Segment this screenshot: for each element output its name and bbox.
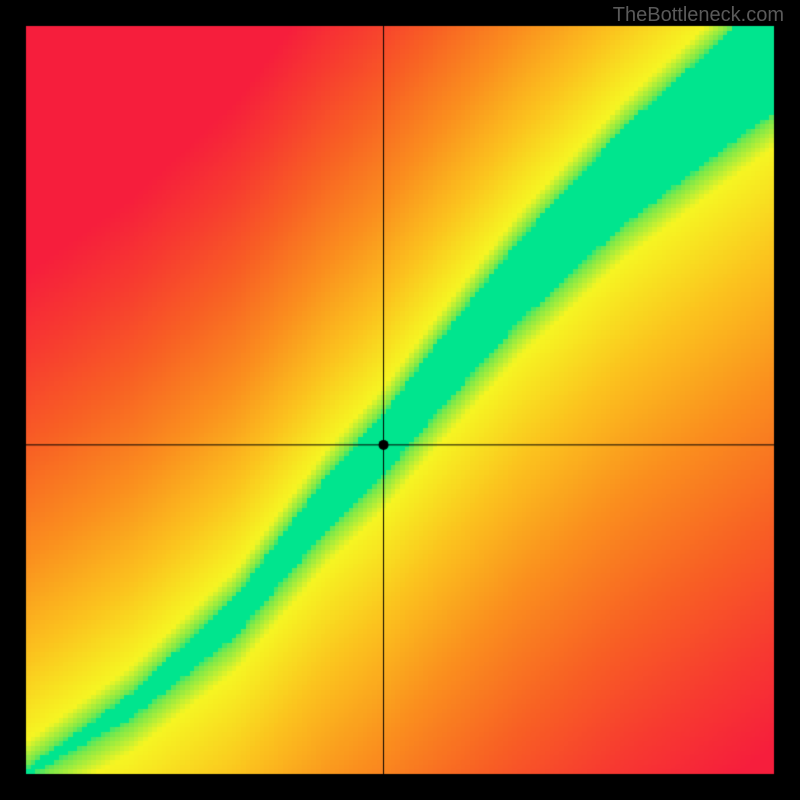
attribution-text: TheBottleneck.com — [613, 4, 784, 27]
heatmap-canvas — [0, 0, 800, 800]
bottleneck-heatmap: TheBottleneck.com — [0, 0, 800, 800]
